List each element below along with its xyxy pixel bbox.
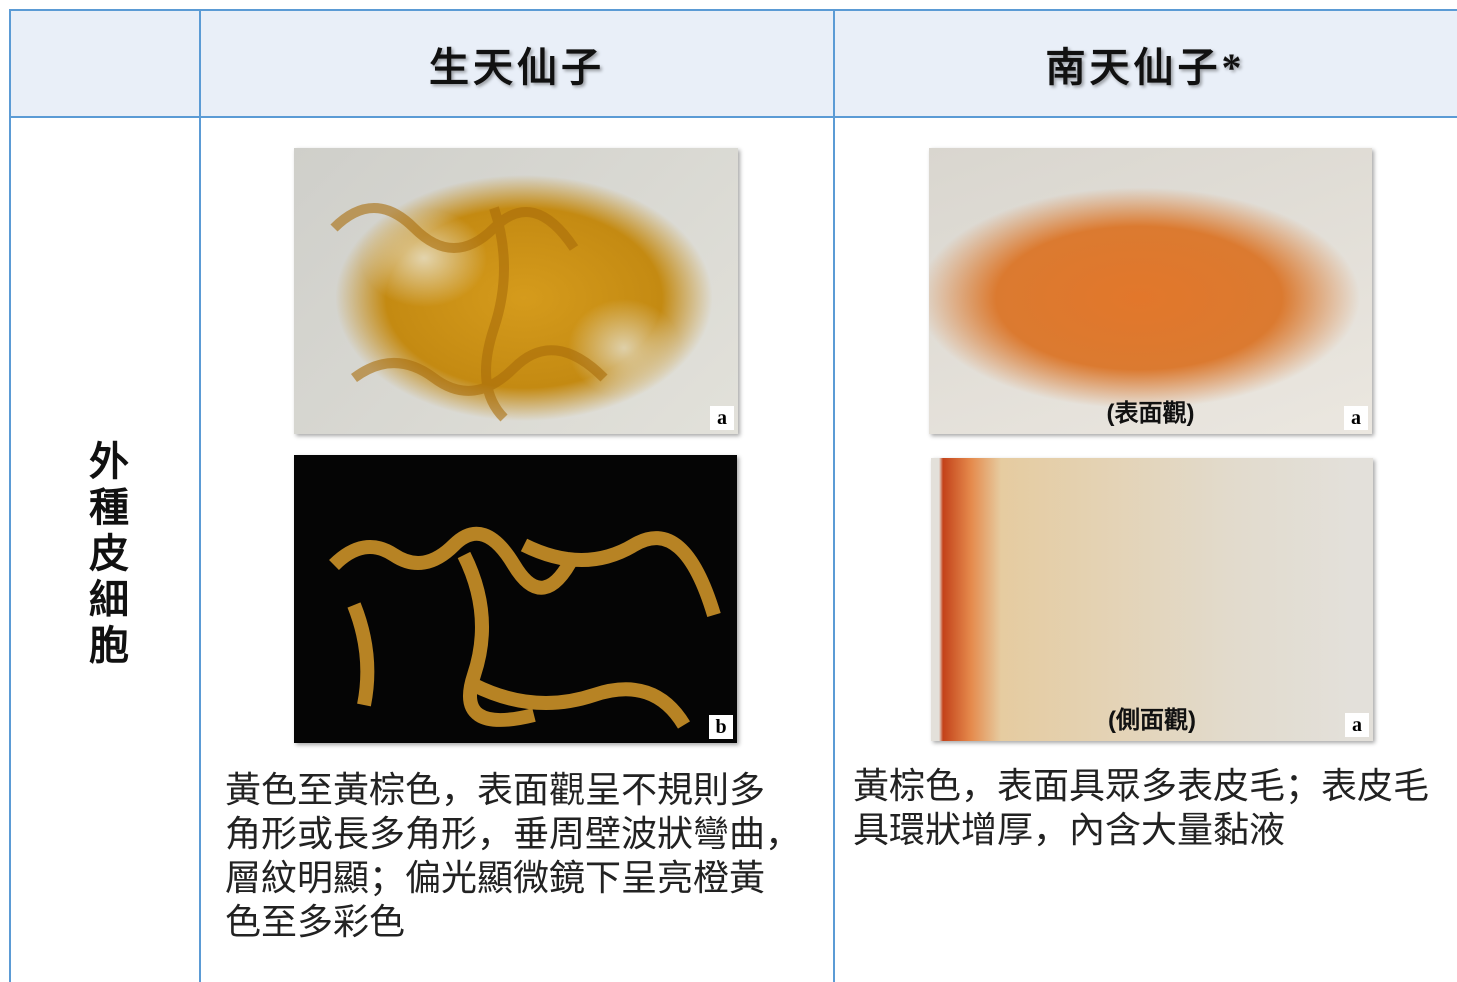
text-line: 黃棕色，表面具眾多表皮毛；表皮毛	[853, 766, 1430, 806]
column-header: 生天仙子	[429, 44, 605, 90]
description: 黃色至黃棕色，表面觀呈不規則多 角形或長多角形，垂周壁波狀彎曲， 層紋明顯；偏光…	[225, 768, 801, 944]
border	[9, 9, 11, 982]
text-line: 角形或長多角形，垂周壁波狀彎曲，	[225, 814, 802, 854]
figure-caption: (側面觀)	[1108, 707, 1196, 734]
figure-letter: a	[1344, 406, 1368, 430]
text-line: 層紋明顯；偏光顯微鏡下呈亮橙黃	[225, 858, 766, 898]
figure-letter: a	[710, 406, 734, 430]
text-line: 黃色至黃棕色，表面觀呈不規則多	[225, 770, 766, 810]
row-label: 外種皮細胞	[83, 439, 128, 670]
micrograph: (表面觀) a	[929, 148, 1372, 434]
texture	[330, 203, 608, 422]
row-header: 外種皮細胞	[10, 117, 200, 982]
description: 黃棕色，表面具眾多表皮毛；表皮毛 具環狀增厚，內含大量黏液	[853, 764, 1429, 852]
micrograph: (側面觀) a	[931, 458, 1373, 741]
figure-caption: (表面觀)	[1106, 400, 1195, 427]
figure-letter: b	[709, 715, 733, 739]
border	[833, 9, 835, 982]
micrograph: a	[294, 148, 738, 434]
column-header: 南天仙子*	[1045, 44, 1246, 90]
text-line: 色至多彩色	[225, 902, 406, 942]
micrograph: b	[294, 455, 737, 743]
text-line: 具環狀增厚，內含大量黏液	[853, 810, 1286, 850]
figure-letter: a	[1345, 713, 1369, 737]
border	[10, 9, 1457, 11]
border	[199, 9, 201, 982]
border	[10, 116, 1457, 118]
header-background	[10, 10, 1457, 117]
texture	[329, 526, 721, 729]
